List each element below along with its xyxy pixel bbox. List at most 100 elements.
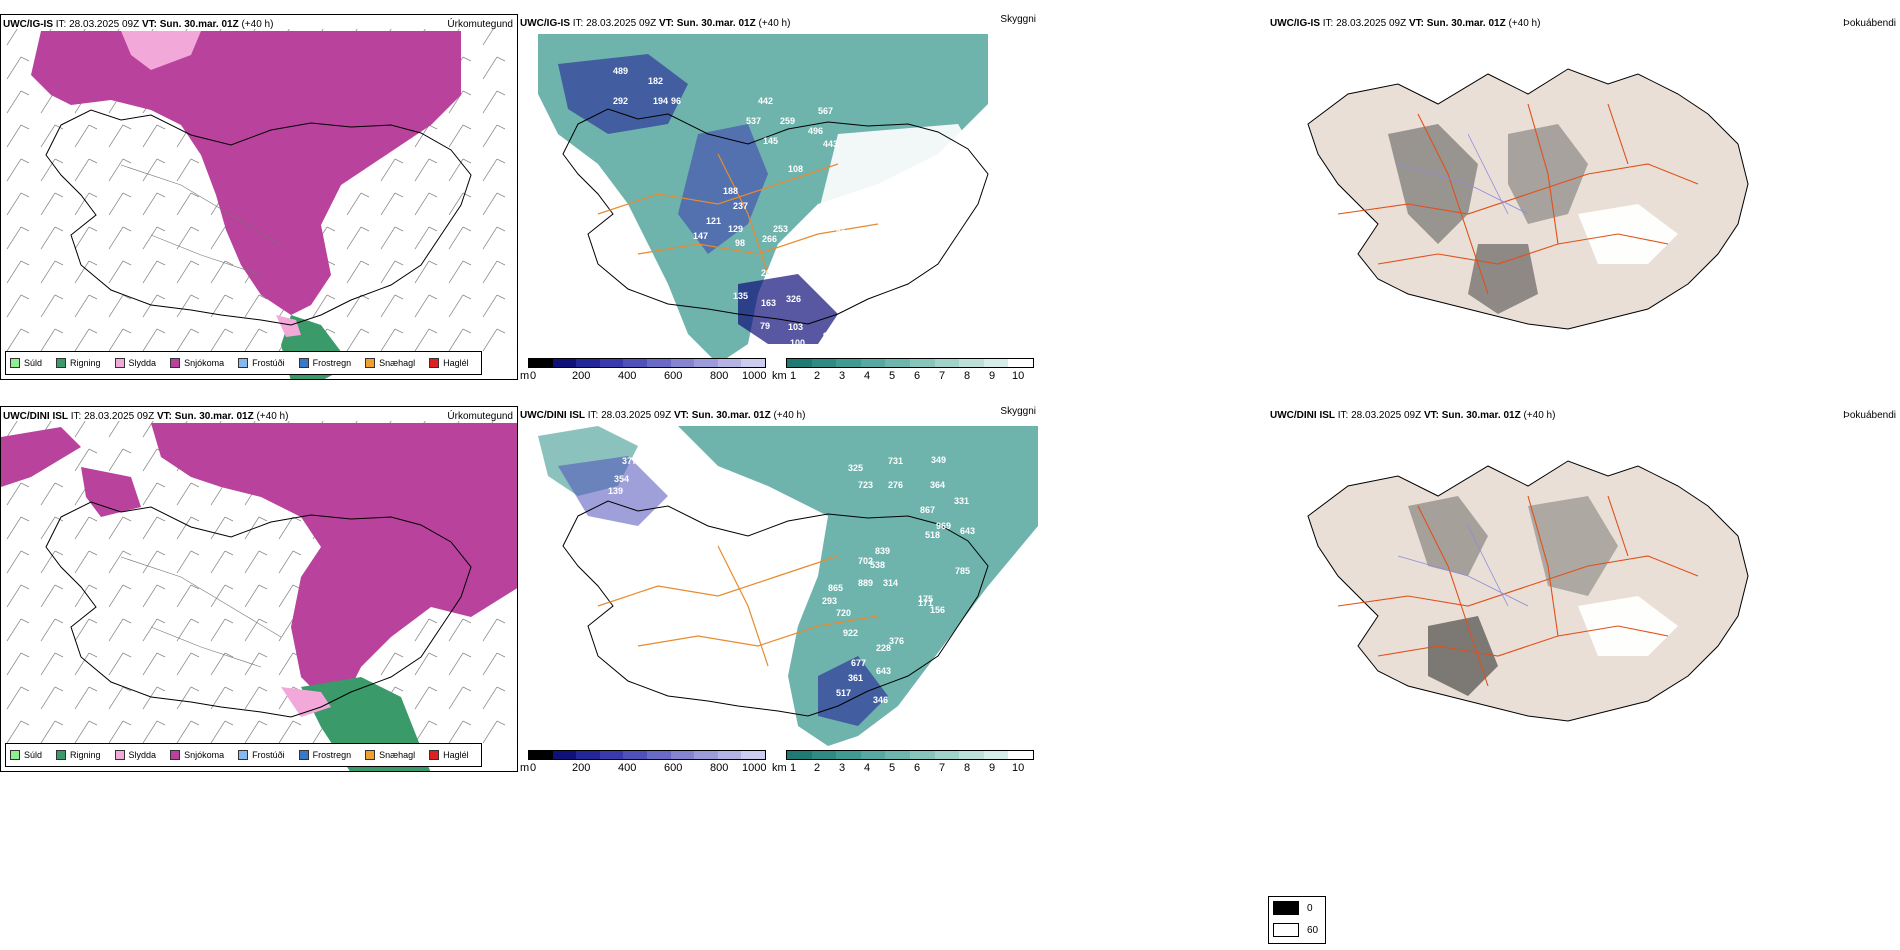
- visibility-value-label: 175: [918, 594, 933, 604]
- visibility-value-label: 139: [608, 486, 623, 496]
- visibility-value-label: 723: [858, 480, 873, 490]
- visibility-value-label: 188: [876, 274, 891, 284]
- panel-header: UWC/IG-IS IT: 28.03.2025 09Z VT: Sun. 30…: [3, 19, 274, 30]
- visibility-value-label: 269: [761, 268, 776, 278]
- visibility-value-label: 839: [875, 546, 890, 556]
- visibility-value-label: 79: [760, 321, 770, 331]
- visibility-value-label: 266: [762, 234, 777, 244]
- legend-item-frostregn: Frostregn: [298, 750, 351, 760]
- legend-item-frostudi: Frostúði: [238, 358, 285, 368]
- precip-type-map-row1: UWC/IG-IS IT: 28.03.2025 09Z VT: Sun. 30…: [0, 14, 518, 380]
- fog-index-map-row1: UWC/IG-IS IT: 28.03.2025 09Z VT: Sun. 30…: [1268, 14, 1900, 380]
- visibility-value-label: 325: [848, 463, 863, 473]
- visibility-value-label: 98: [735, 238, 745, 248]
- visibility-value-label: 554: [838, 254, 853, 264]
- visibility-value-label: 108: [788, 164, 803, 174]
- visibility-value-label: 156: [930, 605, 945, 615]
- legend-item-rigning: Rigning: [56, 358, 101, 368]
- visibility-m-colorbar: m 0 200 400 600 800 1000: [520, 358, 770, 380]
- visibility-map-row2: UWC/DINI ISL IT: 28.03.2025 09Z VT: Sun.…: [518, 406, 1038, 772]
- visibility-value-label: 443: [823, 139, 838, 149]
- visibility-value-label: 185: [915, 231, 930, 241]
- fog-legend-row2: 0 60: [1268, 896, 1326, 944]
- visibility-value-label: 517: [836, 688, 851, 698]
- panel-header: UWC/DINI ISL IT: 28.03.2025 09Z VT: Sun.…: [1270, 410, 1556, 421]
- panel-title: Úrkomutegund: [447, 411, 513, 422]
- visibility-value-label: 286: [668, 466, 683, 476]
- panel-header: UWC/IG-IS IT: 28.03.2025 09Z VT: Sun. 30…: [520, 18, 791, 29]
- legend-item-snaehagl: Snæhagl: [365, 750, 415, 760]
- panel-title: Þokuábendi: [1843, 18, 1896, 29]
- visibility-value-label: 865: [828, 583, 843, 593]
- visibility-value-label: 147: [693, 231, 708, 241]
- visibility-value-label: 182: [648, 76, 663, 86]
- visibility-value-label: 95: [823, 331, 833, 341]
- visibility-value-label: 889: [858, 578, 873, 588]
- iceland-precip-map: [1, 421, 517, 771]
- visibility-value-label: 785: [955, 566, 970, 576]
- visibility-value-label: 301: [670, 486, 685, 496]
- legend-item-hagel: Haglél: [429, 358, 469, 368]
- legend-item-snaehagl: Snæhagl: [365, 358, 415, 368]
- visibility-value-label: 922: [843, 628, 858, 638]
- visibility-value-label: 292: [613, 96, 628, 106]
- legend-item-sudl: Súld: [10, 358, 42, 368]
- legend-item-rigning: Rigning: [56, 750, 101, 760]
- visibility-value-label: 518: [925, 530, 940, 540]
- visibility-value-label: 384: [836, 228, 851, 238]
- visibility-value-label: 194: [653, 96, 668, 106]
- visibility-value-label: 135: [733, 291, 748, 301]
- visibility-value-label: 103: [788, 322, 803, 332]
- legend-item-sudl: Súld: [10, 750, 42, 760]
- panel-title: Skyggni: [1000, 14, 1036, 25]
- visibility-value-label: 259: [780, 116, 795, 126]
- visibility-value-label: 237: [733, 201, 748, 211]
- visibility-value-label: 326: [786, 294, 801, 304]
- visibility-value-label: 331: [954, 496, 969, 506]
- legend-item-hagel: Haglél: [429, 750, 469, 760]
- visibility-km-colorbar: km 1 2 3 4 5 6 7 8 9 10: [772, 358, 1036, 380]
- legend-item-slydda: Slydda: [114, 358, 156, 368]
- visibility-value-label: 188: [723, 186, 738, 196]
- precip-type-legend: Súld Rigning Slydda Snjókoma Frostúði Fr…: [5, 351, 482, 375]
- visibility-value-label: 731: [888, 456, 903, 466]
- iceland-visibility-map: 489 182 292 194 96 442 537 259 567 496 145 443 108 18…: [538, 34, 989, 364]
- iceland-fog-map: [1307, 460, 1749, 722]
- visibility-value-label: 364: [930, 480, 945, 490]
- visibility-value-label: 496: [808, 126, 823, 136]
- visibility-value-label: 567: [818, 106, 833, 116]
- legend-item-snjokoma: Snjókoma: [170, 358, 224, 368]
- visibility-value-label: 489: [613, 66, 628, 76]
- precip-type-legend: Súld Rigning Slydda Snjókoma Frostúði Fr…: [5, 743, 482, 767]
- panel-header: UWC/DINI ISL IT: 28.03.2025 09Z VT: Sun.…: [520, 410, 806, 421]
- visibility-value-label: 123: [838, 334, 853, 344]
- visibility-value-label: 253: [773, 224, 788, 234]
- legend-item-snjokoma: Snjókoma: [170, 750, 224, 760]
- panel-title: Skyggni: [1000, 406, 1036, 417]
- panel-header: UWC/IG-IS IT: 28.03.2025 09Z VT: Sun. 30…: [1270, 18, 1541, 29]
- visibility-km-colorbar: km 1 2 3 4 5 6 7 8 9 10: [772, 750, 1036, 772]
- visibility-value-label: 442: [758, 96, 773, 106]
- panel-header: UWC/DINI ISL IT: 28.03.2025 09Z VT: Sun.…: [3, 411, 289, 422]
- visibility-value-label: 169: [895, 254, 910, 264]
- visibility-map-row1: UWC/IG-IS IT: 28.03.2025 09Z VT: Sun. 30…: [518, 14, 1038, 380]
- visibility-value-label: 538: [870, 560, 885, 570]
- legend-item-frostregn: Frostregn: [298, 358, 351, 368]
- panel-title: Úrkomutegund: [447, 19, 513, 30]
- visibility-value-label: 354: [614, 474, 629, 484]
- visibility-value-label: 276: [888, 480, 903, 490]
- visibility-value-label: 537: [746, 116, 761, 126]
- visibility-value-label: 702: [858, 556, 873, 566]
- visibility-value-label: 293: [822, 596, 837, 606]
- legend-item-frostudi: Frostúði: [238, 750, 285, 760]
- visibility-value-label: 643: [960, 526, 975, 536]
- visibility-value-label: 171: [918, 598, 933, 608]
- visibility-value-label: 163: [761, 298, 776, 308]
- visibility-value-label: 343: [830, 266, 845, 276]
- visibility-value-label: 376: [889, 636, 904, 646]
- visibility-value-label: 677: [851, 658, 866, 668]
- visibility-value-label: 480: [828, 241, 843, 251]
- visibility-value-label: 145: [763, 136, 778, 146]
